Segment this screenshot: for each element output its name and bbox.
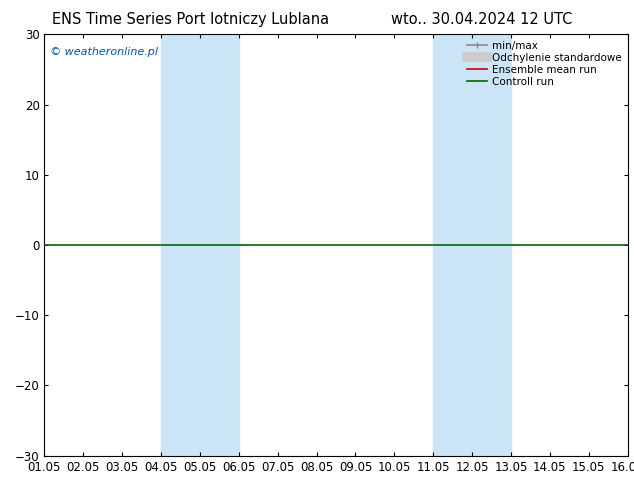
Bar [433, 34, 511, 456]
Text: ENS Time Series Port lotniczy Lublana: ENS Time Series Port lotniczy Lublana [51, 12, 329, 27]
Text: wto.. 30.04.2024 12 UTC: wto.. 30.04.2024 12 UTC [391, 12, 573, 27]
Bar [161, 34, 239, 456]
Legend: min/max, Odchylenie standardowe, Ensemble mean run, Controll run: min/max, Odchylenie standardowe, Ensembl… [463, 37, 624, 90]
Text: © weatheronline.pl: © weatheronline.pl [50, 47, 158, 57]
